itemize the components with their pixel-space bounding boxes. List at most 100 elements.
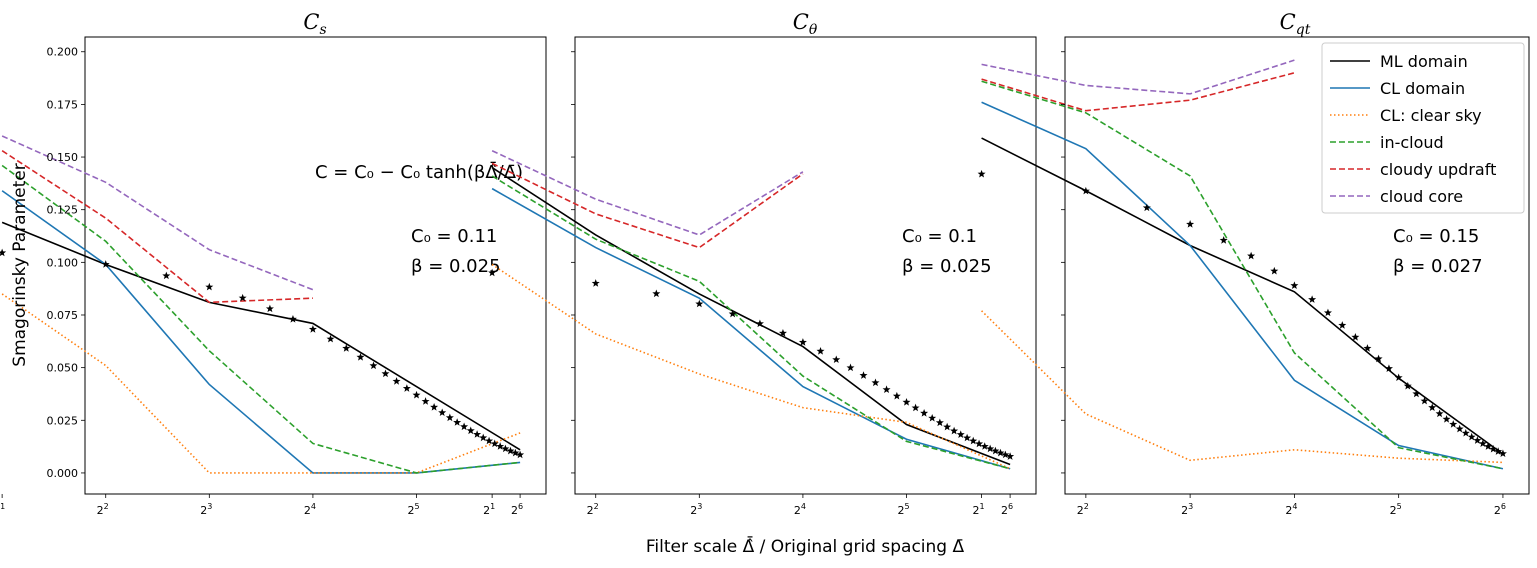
star-point-cs (466, 426, 475, 435)
star-point-ctheta (920, 408, 929, 417)
star-point-ctheta (950, 426, 959, 435)
series-line-cl-clear-sky-cs (1, 293, 521, 474)
star-point-cqt (1270, 266, 1279, 275)
star-point-ctheta (969, 436, 978, 445)
x-tick-label: 25 (897, 502, 909, 517)
star-point-cqt (1374, 354, 1383, 363)
star-point-cs (0, 248, 7, 257)
series-line-cloudy-updraft-cs (1, 150, 313, 304)
stars-group-cqt (977, 169, 1507, 458)
star-point-ctheta (652, 289, 661, 298)
x-ticks-ctheta: 21 22 23 24 25 26 (483, 494, 1013, 517)
star-point-ctheta (832, 355, 841, 364)
star-point-cs (460, 422, 469, 431)
star-point-cs (485, 436, 494, 445)
star-point-cqt (1455, 424, 1464, 433)
series-line-cloudy-updraft-ctheta (491, 162, 804, 249)
star-point-cs (438, 408, 447, 417)
star-point-cqt (1308, 295, 1317, 303)
star-point-cqt (977, 169, 986, 178)
legend-label-cl-domain: CL domain (1380, 79, 1465, 98)
star-point-ctheta (755, 319, 764, 328)
x-tick-label: 21 (973, 502, 985, 517)
star-point-ctheta (728, 309, 737, 318)
star-point-cqt (1186, 220, 1195, 228)
series-line-cloudy-updraft-cqt (981, 72, 1295, 112)
star-point-ctheta (963, 433, 972, 442)
star-point-ctheta (928, 413, 937, 422)
star-point-ctheta (1001, 450, 1010, 459)
star-point-ctheta (911, 403, 920, 412)
series-line-ml-domain-ctheta (491, 166, 1011, 466)
star-point-cqt (1498, 449, 1507, 458)
legend-label-cloud-core: cloud core (1380, 187, 1463, 206)
y-tick-label: 0.025 (47, 414, 79, 427)
star-point-cqt (1384, 364, 1393, 372)
star-point-cqt (1219, 236, 1228, 244)
y-tick-label: 0.050 (47, 362, 79, 375)
star-point-cs (490, 439, 499, 448)
star-point-cqt (1412, 389, 1421, 398)
x-tick-label: 26 (1001, 502, 1013, 517)
star-point-ctheta (816, 346, 825, 355)
star-point-ctheta (859, 371, 868, 379)
series-line-cl-domain-ctheta (491, 187, 1011, 470)
star-point-cqt (1142, 203, 1151, 212)
star-point-ctheta (846, 363, 855, 372)
star-point-cs (479, 433, 488, 442)
star-point-cqt (1081, 186, 1090, 195)
series-line-cloud-core-cs (1, 135, 314, 291)
c0-label-cs: C₀ = 0.11 (411, 226, 497, 247)
y-axis-label: Smagorinsky Parameter (10, 163, 30, 366)
series-line-in-cloud-cs (1, 164, 521, 474)
star-point-cs (162, 271, 171, 280)
star-point-cs (326, 334, 335, 343)
star-point-cs (501, 444, 510, 453)
star-point-ctheta (991, 446, 1000, 455)
panel-ctheta: Cθ 21 22 23 24 25 26 C₀ = 0.1 β = 0.025 (483, 10, 1037, 517)
star-point-cqt (1420, 396, 1429, 405)
star-point-ctheta (488, 268, 497, 277)
star-point-ctheta (956, 430, 965, 438)
beta-label-cs: β = 0.025 (411, 256, 501, 277)
stars-group-ctheta (488, 268, 1015, 460)
x-tick-label: 22 (587, 502, 599, 517)
star-point-cqt (1363, 344, 1372, 352)
star-point-cqt (1461, 428, 1470, 437)
panel-title-cs: Cs (303, 10, 326, 38)
star-point-cs (453, 418, 462, 426)
star-point-ctheta (943, 422, 952, 431)
series-line-in-cloud-ctheta (491, 175, 1011, 470)
axes-frame-cqt (1064, 36, 1530, 495)
y-tick-label: 0.150 (47, 151, 79, 164)
x-tick-label: 24 (304, 502, 316, 517)
star-point-cs (308, 325, 317, 333)
star-point-ctheta (902, 397, 911, 406)
y-ticks-cs: 0.000 0.025 0.050 0.075 0.100 0.125 0.150 0.175… (47, 46, 85, 480)
star-point-cs (412, 390, 421, 399)
x-tick-label: 23 (1181, 502, 1193, 517)
beta-label-ctheta: β = 0.025 (902, 256, 992, 277)
star-point-cqt (1394, 373, 1403, 382)
star-point-cqt (1338, 321, 1347, 329)
star-point-cs (511, 448, 520, 457)
star-point-cs (430, 403, 439, 411)
panel-cqt: Cqt 21 22 23 24 25 26 C₀ = 0.15 β = 0.027 (973, 10, 1530, 517)
panel-title-ctheta: Cθ (793, 10, 818, 38)
star-point-cs (356, 353, 365, 361)
y-tick-label: 0.175 (47, 98, 79, 111)
axes-frame-ctheta (574, 36, 1037, 495)
x-tick-label: 26 (1494, 502, 1506, 517)
y-tick-label: 0.100 (47, 256, 79, 269)
x-tick-label: 21 (483, 502, 495, 517)
legend-label-cloudy-updraft: cloudy updraft (1380, 160, 1496, 179)
star-point-cs (392, 377, 401, 385)
star-point-cqt (1435, 409, 1444, 418)
beta-label-cqt: β = 0.027 (1393, 256, 1483, 277)
star-point-ctheta (871, 378, 880, 387)
y-tick-label: 0.125 (47, 204, 79, 217)
x-tick-label: 22 (97, 502, 109, 517)
star-point-cqt (1484, 442, 1493, 450)
star-point-cs (496, 442, 505, 450)
panel-title-cqt: Cqt (1280, 10, 1311, 38)
